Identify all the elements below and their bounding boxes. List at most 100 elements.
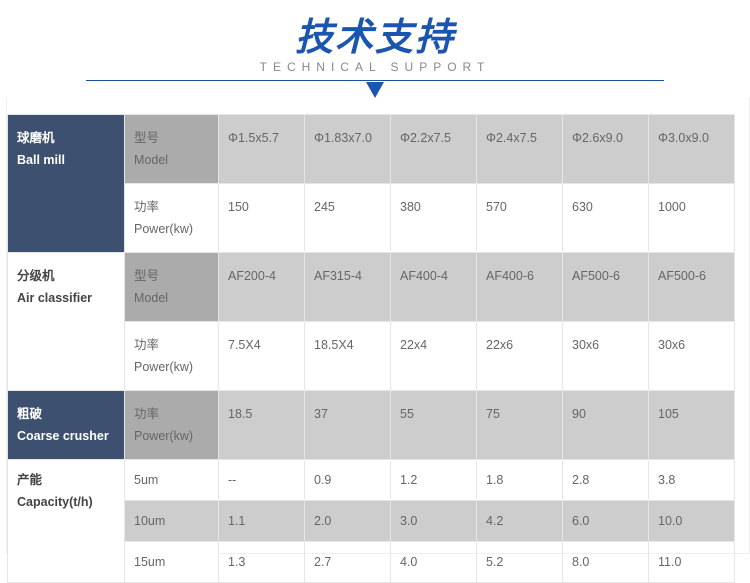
data-cell: 2.7 <box>304 541 391 583</box>
param-label: 型号 Model <box>124 114 219 184</box>
data-cell: 1.1 <box>218 500 305 542</box>
data-cell-text: Φ1.83x7.0 <box>314 131 372 145</box>
data-cell-text: 630 <box>572 200 593 214</box>
data-cell: 18.5X4 <box>304 321 391 391</box>
data-cell-text: Φ3.0x9.0 <box>658 131 709 145</box>
data-cell: Φ2.2x7.5 <box>390 114 477 184</box>
data-cell: AF500-6 <box>648 252 735 322</box>
data-cell: Φ2.6x9.0 <box>562 114 649 184</box>
capacity-label-text: 产能 <box>17 473 43 487</box>
air-classifier-label-text: Air classifier <box>17 291 93 305</box>
ball-mill-model-row: 球磨机 Ball mill 型号 Model Φ1.5x5.7 Φ1.83x7.0 Φ2.2… <box>7 114 735 253</box>
data-cell-text: 1.3 <box>228 555 246 569</box>
param-label-text: 型号 <box>134 131 160 145</box>
coarse-crusher-row: 粗破 Coarse crusher 功率 Power(kw) 18.5 37 55 75 90 1… <box>7 390 735 460</box>
data-cell-text: 2.8 <box>572 473 590 487</box>
param-label-text: 功率 <box>134 407 160 421</box>
size-label-text: 15um <box>134 555 166 569</box>
data-cell-text: 5.2 <box>486 555 504 569</box>
data-cell-text: 8.0 <box>572 555 590 569</box>
data-cell-text: -- <box>228 473 237 487</box>
param-label-text: 型号 <box>134 269 160 283</box>
data-cell: AF400-6 <box>476 252 563 322</box>
data-cell: 7.5X4 <box>218 321 305 391</box>
data-cell: 1.3 <box>218 541 305 583</box>
data-cell-text: 75 <box>486 407 500 421</box>
data-cell: -- <box>218 459 305 501</box>
classifier-power-row: 功率 Power(kw) 7.5X4 18.5X4 22x4 22x6 30x6 30x6 <box>8 321 735 391</box>
data-cell-text: Φ2.6x9.0 <box>572 131 623 145</box>
triangle-down-icon <box>366 82 384 98</box>
data-cell-text: 30x6 <box>572 338 600 352</box>
data-cell: 90 <box>562 390 649 460</box>
param-label-text: Power(kw) <box>134 222 194 236</box>
param-label: 功率 Power(kw) <box>124 183 219 253</box>
param-label-text: Model <box>134 291 169 305</box>
divider <box>86 80 664 81</box>
data-cell-text: 7.5X4 <box>228 338 261 352</box>
data-cell-text: AF500-6 <box>572 269 620 283</box>
classifier-model-row: 分级机 Air classifier 型号 Model AF200-4 AF315-4 AF… <box>7 252 735 391</box>
size-label: 5um <box>124 459 219 501</box>
data-cell-text: 150 <box>228 200 249 214</box>
data-cell: Φ2.4x7.5 <box>476 114 563 184</box>
data-cell: 380 <box>390 183 477 253</box>
data-cell-text: 1000 <box>658 200 686 214</box>
data-cell-text: AF315-4 <box>314 269 362 283</box>
data-cell-text: 2.7 <box>314 555 332 569</box>
data-cell-text: 4.2 <box>486 514 504 528</box>
data-cell: 105 <box>648 390 735 460</box>
capacity-row: 10um 1.1 2.0 3.0 4.2 6.0 10.0 <box>8 500 735 542</box>
size-label: 15um <box>124 541 219 583</box>
data-cell-text: 245 <box>314 200 335 214</box>
coarse-crusher-label-text: 粗破 <box>17 407 43 421</box>
data-cell: 150 <box>218 183 305 253</box>
data-cell: 8.0 <box>562 541 649 583</box>
data-cell-text: 3.0 <box>400 514 418 528</box>
data-cell: Φ3.0x9.0 <box>648 114 735 184</box>
size-label-text: 5um <box>134 473 159 487</box>
data-cell: 30x6 <box>648 321 735 391</box>
data-cell-text: Φ1.5x5.7 <box>228 131 279 145</box>
data-cell-text: 1.8 <box>486 473 504 487</box>
data-cell: 570 <box>476 183 563 253</box>
data-cell: 5.2 <box>476 541 563 583</box>
data-cell-text: 0.9 <box>314 473 332 487</box>
capacity-label: 产能 Capacity(t/h) <box>7 459 125 583</box>
data-cell: 630 <box>562 183 649 253</box>
param-label-text: 功率 <box>134 338 160 352</box>
data-cell-text: 18.5 <box>228 407 253 421</box>
data-cell: AF315-4 <box>304 252 391 322</box>
data-cell: Φ1.83x7.0 <box>304 114 391 184</box>
param-label: 功率 Power(kw) <box>124 321 219 391</box>
param-label: 型号 Model <box>124 252 219 322</box>
coarse-crusher-label: 粗破 Coarse crusher <box>7 390 125 460</box>
data-cell-text: 4.0 <box>400 555 418 569</box>
data-cell: 0.9 <box>304 459 391 501</box>
data-cell: 1.2 <box>390 459 477 501</box>
data-cell: 75 <box>476 390 563 460</box>
capacity-label-text: Capacity(t/h) <box>17 495 93 509</box>
data-cell: 22x4 <box>390 321 477 391</box>
ball-mill-label-text: Ball mill <box>17 153 65 167</box>
data-cell-text: 90 <box>572 407 586 421</box>
data-cell: 2.0 <box>304 500 391 542</box>
data-cell-text: 1.2 <box>400 473 418 487</box>
ball-mill-label: 球磨机 Ball mill <box>7 114 125 253</box>
data-cell: AF400-4 <box>390 252 477 322</box>
data-cell-text: AF400-4 <box>400 269 448 283</box>
data-cell-text: 570 <box>486 200 507 214</box>
data-cell-text: 3.8 <box>658 473 676 487</box>
data-cell-text: Φ2.2x7.5 <box>400 131 451 145</box>
data-cell-text: 37 <box>314 407 328 421</box>
data-cell-text: 55 <box>400 407 414 421</box>
data-cell-text: 18.5X4 <box>314 338 354 352</box>
page-subtitle: TECHNICAL SUPPORT <box>259 60 491 74</box>
data-cell: 1.8 <box>476 459 563 501</box>
data-cell: 55 <box>390 390 477 460</box>
data-cell: 245 <box>304 183 391 253</box>
page-title: 技术支持 <box>294 17 455 59</box>
data-cell-text: 6.0 <box>572 514 590 528</box>
size-label-text: 10um <box>134 514 166 528</box>
data-cell: 10.0 <box>648 500 735 542</box>
